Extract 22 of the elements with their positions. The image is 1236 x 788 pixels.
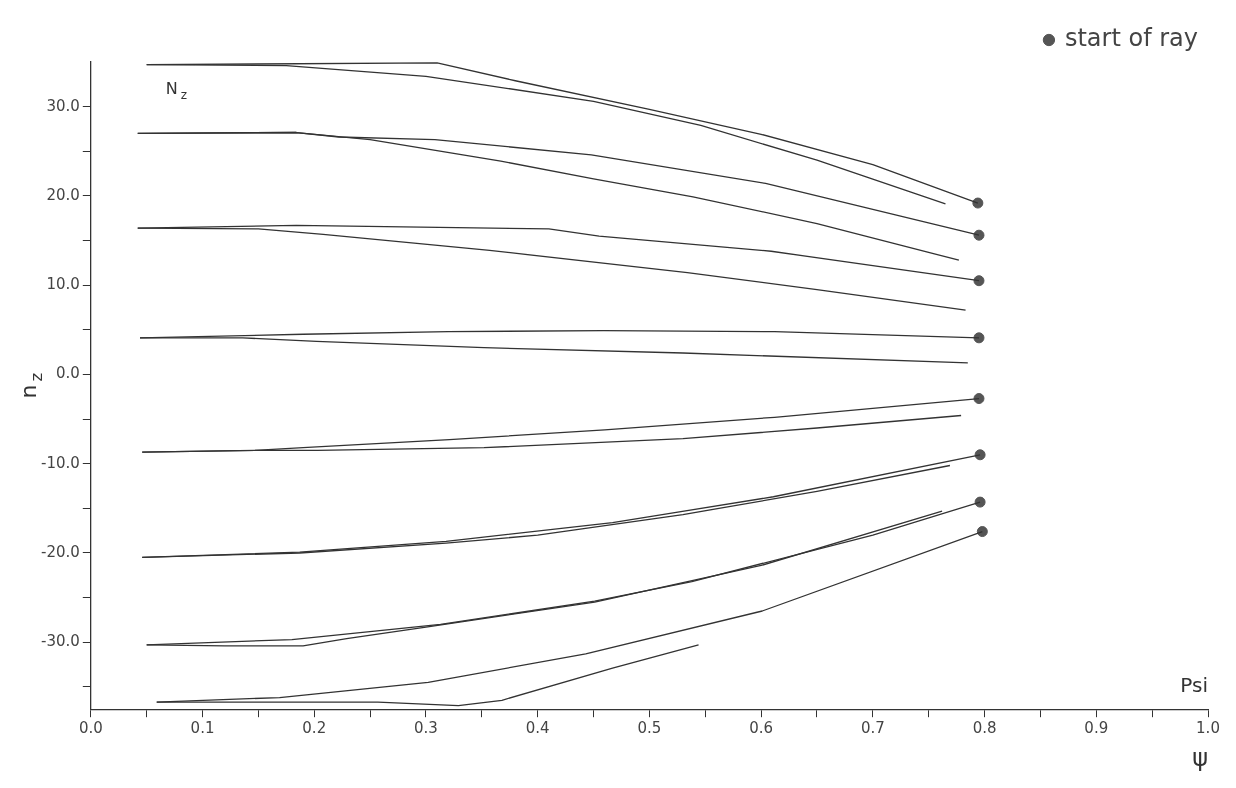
y-tick-label: 0.0 (55, 364, 80, 383)
x-tick-label: 0.7 (860, 719, 885, 738)
x-tick-label: 0.8 (972, 719, 997, 738)
x-tick-label: 0.1 (190, 719, 215, 738)
y-tick-label: 20.0 (46, 185, 80, 204)
x-axis-title: ψ (1192, 743, 1208, 772)
y-tick-label: -10.0 (41, 453, 80, 472)
y-tick-label: 10.0 (46, 275, 80, 294)
x-tick-label: 0.4 (525, 719, 550, 738)
x-tick-label: 0.6 (749, 719, 774, 738)
y-tick-label: -20.0 (41, 542, 80, 561)
y-axis-title: nz (15, 372, 46, 399)
y-tick-label: 30.0 (46, 96, 80, 115)
x-tick-label: 0.5 (637, 719, 662, 738)
x-tick-label: 0.0 (78, 719, 103, 738)
x-tick-label: 1.0 (1196, 719, 1220, 738)
y-tick-label: -30.0 (41, 632, 80, 651)
legend-label: start of ray (1064, 24, 1199, 53)
x-tick-label: 0.2 (302, 719, 327, 738)
annotation: Psi (1180, 673, 1208, 698)
x-tick-label: 0.3 (414, 719, 438, 738)
x-tick-label: 0.9 (1084, 719, 1109, 738)
